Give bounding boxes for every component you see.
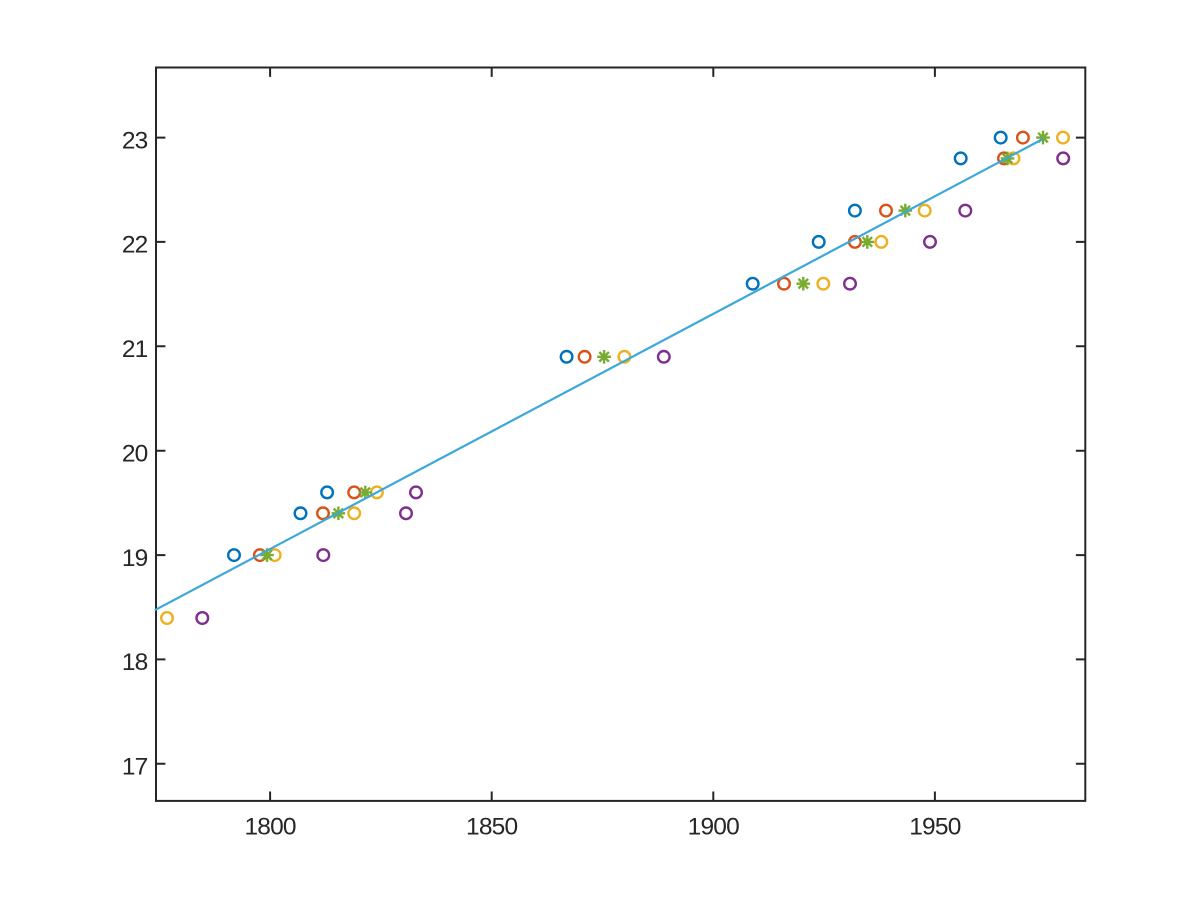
svg-text:19: 19 xyxy=(122,545,148,572)
svg-text:20: 20 xyxy=(122,440,148,467)
svg-text:1850: 1850 xyxy=(466,814,517,841)
svg-text:17: 17 xyxy=(122,754,148,781)
svg-text:22: 22 xyxy=(122,232,148,259)
svg-text:23: 23 xyxy=(122,127,148,154)
svg-text:18: 18 xyxy=(122,649,148,676)
svg-text:1900: 1900 xyxy=(688,814,739,841)
svg-text:1950: 1950 xyxy=(909,814,960,841)
svg-text:1800: 1800 xyxy=(244,814,295,841)
svg-text:21: 21 xyxy=(122,336,148,363)
